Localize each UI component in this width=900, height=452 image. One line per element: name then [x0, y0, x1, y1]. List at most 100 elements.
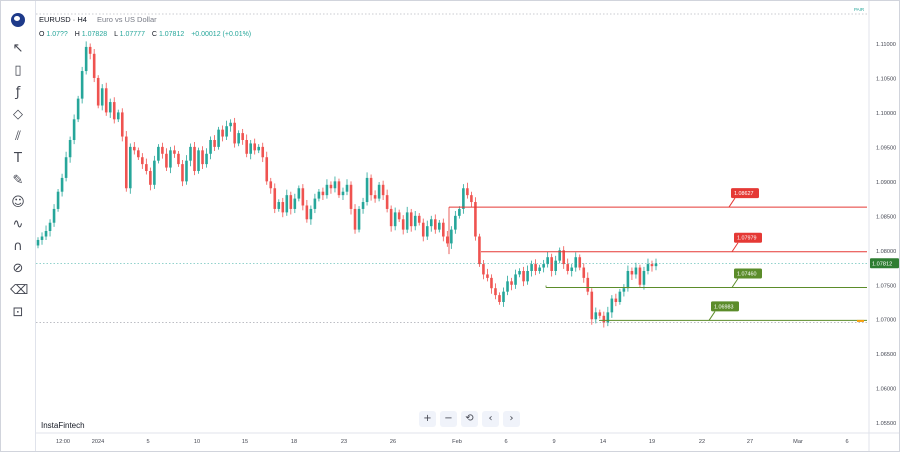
smiley-icon[interactable]: ☺: [11, 195, 25, 210]
scroll-right-button[interactable]: ›: [503, 411, 520, 427]
chart-navigation: + − ⟲ ‹ ›: [419, 411, 520, 427]
candle-body: [642, 270, 646, 285]
magnet-icon[interactable]: ∩: [13, 239, 23, 254]
pencil-icon[interactable]: ✎: [12, 173, 24, 188]
candle-body: [329, 184, 333, 189]
alert-marker: [857, 319, 864, 322]
time-tick-label: 14: [600, 439, 606, 445]
candle-body: [241, 133, 244, 140]
candle-body: [466, 188, 469, 196]
last-price-label: 1.07812: [872, 261, 892, 267]
open-label: O: [39, 31, 45, 38]
candle-body: [116, 112, 120, 120]
candle-body: [124, 136, 128, 189]
candle-body: [313, 198, 317, 209]
candle-body: [281, 202, 285, 213]
candle-body: [64, 157, 68, 178]
candle-body: [518, 270, 521, 275]
candle-body: [321, 191, 325, 196]
candle-body: [598, 312, 602, 316]
zoom-in-button[interactable]: +: [419, 411, 436, 427]
zoom-out-button[interactable]: −: [440, 411, 457, 427]
candle-body: [450, 229, 453, 244]
candle-body: [421, 222, 425, 237]
candle-body: [52, 208, 56, 223]
scroll-left-button[interactable]: ‹: [482, 411, 499, 427]
candle-body: [409, 212, 413, 227]
candle-body: [353, 208, 357, 230]
time-tick-label: 19: [649, 439, 655, 445]
candle-body: [510, 281, 513, 285]
candle-body: [554, 260, 557, 271]
lock-icon[interactable]: ⊡: [12, 305, 24, 320]
candle-body: [213, 139, 216, 147]
candle-body: [112, 102, 116, 120]
time-tick-label: 15: [242, 439, 248, 445]
time-tick-label: 10: [194, 439, 200, 445]
wave-icon[interactable]: ∿: [12, 217, 24, 232]
eye-off-icon[interactable]: ⊘: [12, 261, 24, 276]
candle-body: [253, 143, 257, 151]
logo-icon[interactable]: [11, 13, 25, 27]
candle-body: [237, 133, 240, 144]
time-tick-label: 5: [146, 439, 149, 445]
candle-body: [498, 295, 501, 303]
candle-body: [197, 150, 200, 172]
time-tick-label: 9: [552, 439, 555, 445]
open-value: 1.07??: [46, 31, 68, 38]
candle-body: [494, 288, 497, 296]
level-leader: [708, 311, 716, 321]
candle-body: [345, 184, 349, 192]
candle-body: [137, 150, 140, 158]
lines-icon[interactable]: ⫽: [15, 129, 21, 144]
candle-body: [145, 164, 148, 172]
candle-body: [474, 202, 477, 237]
candle-body: [634, 267, 638, 275]
trash-icon[interactable]: ⌫: [10, 283, 29, 298]
candle-body: [141, 157, 144, 165]
candle-body: [181, 164, 184, 182]
symbol-name[interactable]: EURUSD · H4: [39, 15, 87, 24]
candle-body: [482, 264, 485, 275]
reset-button[interactable]: ⟲: [461, 411, 478, 427]
candle-body: [157, 146, 160, 161]
candle-body: [389, 208, 393, 227]
diamond-icon[interactable]: ◇: [13, 107, 23, 122]
candle-body: [120, 112, 124, 137]
time-tick-label: 2024: [92, 439, 104, 445]
candle-body: [361, 202, 365, 209]
candle-body: [201, 150, 204, 165]
level-leader: [731, 278, 739, 288]
text-icon[interactable]: T: [14, 151, 22, 166]
candle-body: [84, 46, 88, 72]
candle-body: [514, 274, 517, 285]
candle-body: [578, 257, 582, 268]
fx-icon[interactable]: ƒ: [15, 85, 21, 100]
candle-body: [265, 157, 269, 182]
candle-body: [566, 264, 570, 271]
candle-body: [433, 219, 437, 230]
high-value: 1.07828: [81, 31, 108, 38]
candle-body: [530, 264, 533, 271]
price-tick-label: 1.06500: [876, 352, 896, 358]
candle-body: [229, 122, 232, 127]
level-callout-label: 1.06983: [714, 304, 734, 310]
candle-body: [337, 181, 341, 196]
crosshair-icon[interactable]: ↖: [12, 41, 24, 56]
price-tick-label: 1.09500: [876, 145, 896, 151]
candles-icon[interactable]: ▯: [14, 63, 22, 78]
candle-body: [273, 188, 277, 209]
candle-body: [40, 236, 44, 240]
candle-body: [373, 195, 377, 199]
candle-body: [454, 215, 457, 230]
price-tick-label: 1.10000: [876, 111, 896, 117]
candle-body: [558, 250, 561, 261]
candle-body: [413, 215, 417, 227]
candle-body: [169, 150, 172, 168]
candle-body: [173, 150, 176, 154]
candle-body: [333, 181, 337, 189]
close-value: 1.07812: [158, 31, 185, 38]
candle-body: [429, 219, 433, 227]
candle-body: [405, 212, 409, 230]
